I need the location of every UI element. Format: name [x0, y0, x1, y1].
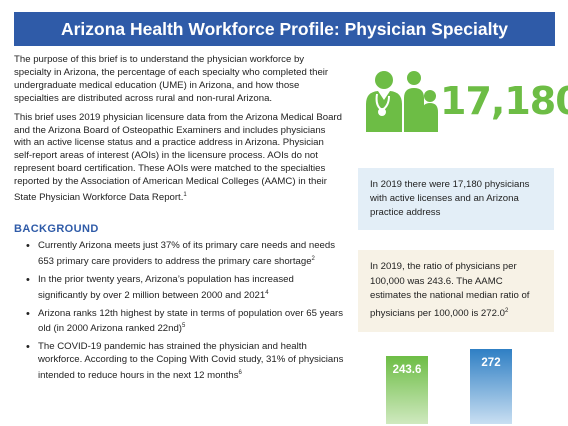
bar-arizona-ratio: 243.6: [386, 356, 428, 424]
bar-value-label: 243.6: [392, 364, 422, 376]
page-title: Arizona Health Workforce Profile: Physic…: [14, 12, 555, 46]
physician-family-icon: [366, 71, 438, 132]
bar-national-ratio: 272: [470, 349, 512, 424]
ratio-note-text: In 2019, the ratio of physicians per 100…: [370, 261, 530, 319]
footnote-ref: 1: [183, 192, 187, 199]
footnote-ref: 5: [182, 323, 186, 330]
list-item-text: In the prior twenty years, Arizona’s pop…: [38, 273, 294, 301]
footnote-ref: 4: [265, 289, 269, 296]
list-item-text: The COVID-19 pandemic has strained the p…: [38, 341, 344, 382]
intro-paragraph-text: This brief uses 2019 physician licensure…: [14, 111, 342, 204]
count-note-box: In 2019 there were 17,180 physicians wit…: [358, 168, 554, 230]
background-list: Currently Arizona meets just 37% of its …: [26, 240, 346, 388]
list-item-text: Currently Arizona meets just 37% of its …: [38, 240, 336, 267]
intro-paragraph-purpose: The purpose of this brief is to understa…: [14, 54, 329, 104]
background-heading: BACKGROUND: [14, 223, 99, 235]
list-item: Currently Arizona meets just 37% of its …: [26, 240, 346, 269]
list-item: In the prior twenty years, Arizona’s pop…: [26, 274, 346, 303]
list-item: The COVID-19 pandemic has strained the p…: [26, 341, 346, 383]
list-item: Arizona ranks 12th highest by state in t…: [26, 308, 346, 337]
ratio-note-box: In 2019, the ratio of physicians per 100…: [358, 250, 554, 332]
bar-value-label: 272: [481, 357, 501, 369]
intro-paragraph-data-source: This brief uses 2019 physician licensure…: [14, 112, 344, 206]
footnote-ref: 2: [504, 307, 509, 314]
physician-count: 17,180: [440, 79, 568, 123]
list-item-text: Arizona ranks 12th highest by state in t…: [38, 307, 344, 335]
footnote-ref: 6: [238, 369, 242, 376]
footnote-ref: 2: [311, 255, 315, 262]
intro-section: The purpose of this brief is to understa…: [14, 54, 344, 211]
